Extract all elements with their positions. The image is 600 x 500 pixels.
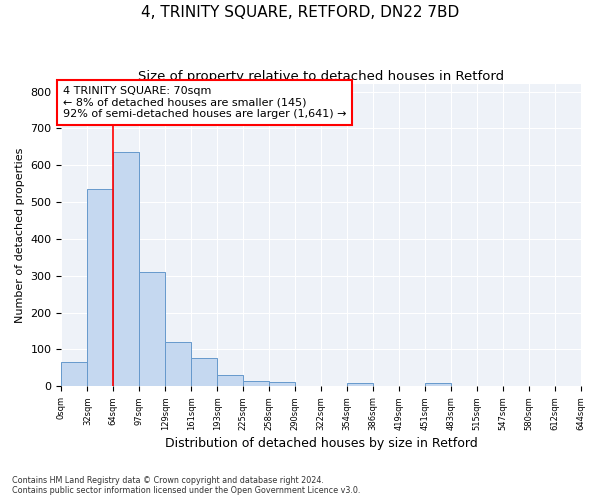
- Bar: [243, 381, 269, 386]
- Text: Contains HM Land Registry data © Crown copyright and database right 2024.
Contai: Contains HM Land Registry data © Crown c…: [12, 476, 361, 495]
- Title: Size of property relative to detached houses in Retford: Size of property relative to detached ho…: [138, 70, 504, 83]
- Bar: [165, 342, 191, 386]
- X-axis label: Distribution of detached houses by size in Retford: Distribution of detached houses by size …: [164, 437, 478, 450]
- Bar: [113, 152, 139, 386]
- Bar: [217, 376, 243, 386]
- Bar: [269, 382, 295, 386]
- Text: 4 TRINITY SQUARE: 70sqm
← 8% of detached houses are smaller (145)
92% of semi-de: 4 TRINITY SQUARE: 70sqm ← 8% of detached…: [63, 86, 347, 119]
- Y-axis label: Number of detached properties: Number of detached properties: [15, 148, 25, 323]
- Bar: [347, 383, 373, 386]
- Bar: [425, 384, 451, 386]
- Text: 4, TRINITY SQUARE, RETFORD, DN22 7BD: 4, TRINITY SQUARE, RETFORD, DN22 7BD: [141, 5, 459, 20]
- Bar: [61, 362, 88, 386]
- Bar: [139, 272, 165, 386]
- Bar: [88, 189, 113, 386]
- Bar: [191, 358, 217, 386]
